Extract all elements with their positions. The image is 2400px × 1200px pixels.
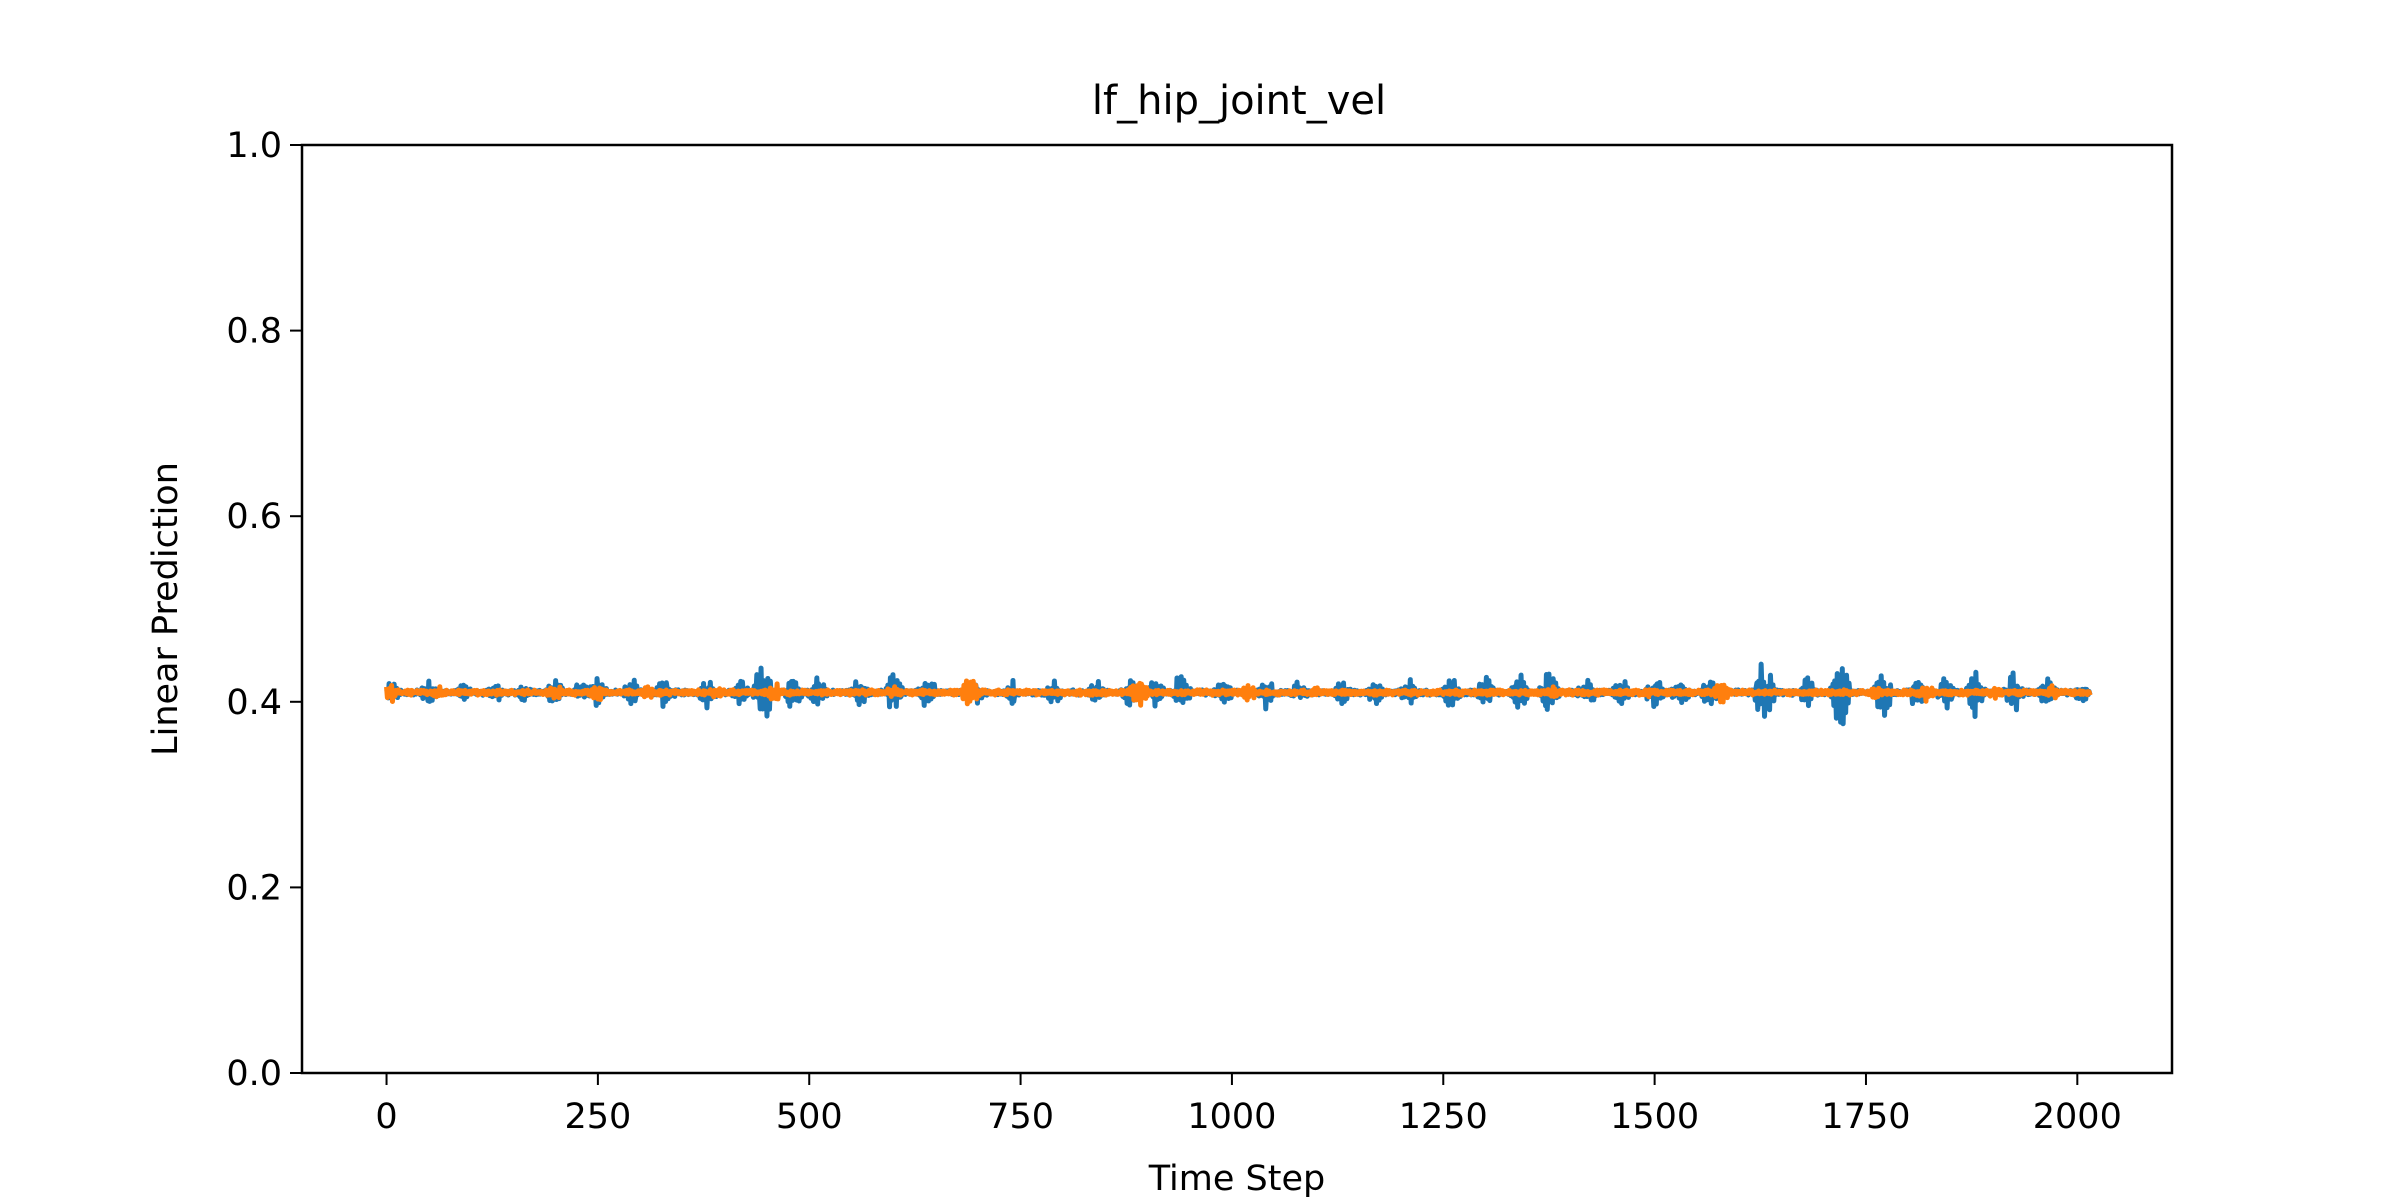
x-tick-label: 500 bbox=[776, 1097, 843, 1137]
chart-title: lf_hip_joint_vel bbox=[1092, 78, 1386, 124]
x-tick-label: 1500 bbox=[1610, 1097, 1699, 1137]
series-layer bbox=[384, 661, 2093, 727]
y-tick-label: 0.8 bbox=[226, 312, 282, 352]
x-tick-label: 1250 bbox=[1399, 1097, 1488, 1137]
x-tick-label: 250 bbox=[564, 1097, 631, 1137]
y-tick-label: 1.0 bbox=[226, 126, 282, 166]
x-tick-label: 750 bbox=[987, 1097, 1054, 1137]
y-tick-label: 0.4 bbox=[226, 683, 282, 723]
y-axis: 0.0 0.2 0.4 0.6 0.8 1.0 bbox=[226, 126, 302, 1094]
x-tick-label: 0 bbox=[375, 1097, 397, 1137]
y-tick-label: 0.6 bbox=[226, 497, 282, 537]
series-2-line bbox=[384, 678, 2093, 708]
x-axis-label: Time Step bbox=[1148, 1159, 1325, 1199]
y-tick-label: 0.2 bbox=[226, 868, 282, 908]
y-tick-label: 0.0 bbox=[226, 1054, 282, 1094]
plot-frame bbox=[300, 143, 2174, 1075]
x-tick-label: 1000 bbox=[1187, 1097, 1276, 1137]
x-tick-label: 2000 bbox=[2033, 1097, 2122, 1137]
y-axis-label: Linear Prediction bbox=[146, 462, 186, 756]
x-tick-label: 1750 bbox=[1821, 1097, 1910, 1137]
x-axis: 0 250 500 750 1000 1250 1500 1750 2000 bbox=[375, 1073, 2122, 1137]
